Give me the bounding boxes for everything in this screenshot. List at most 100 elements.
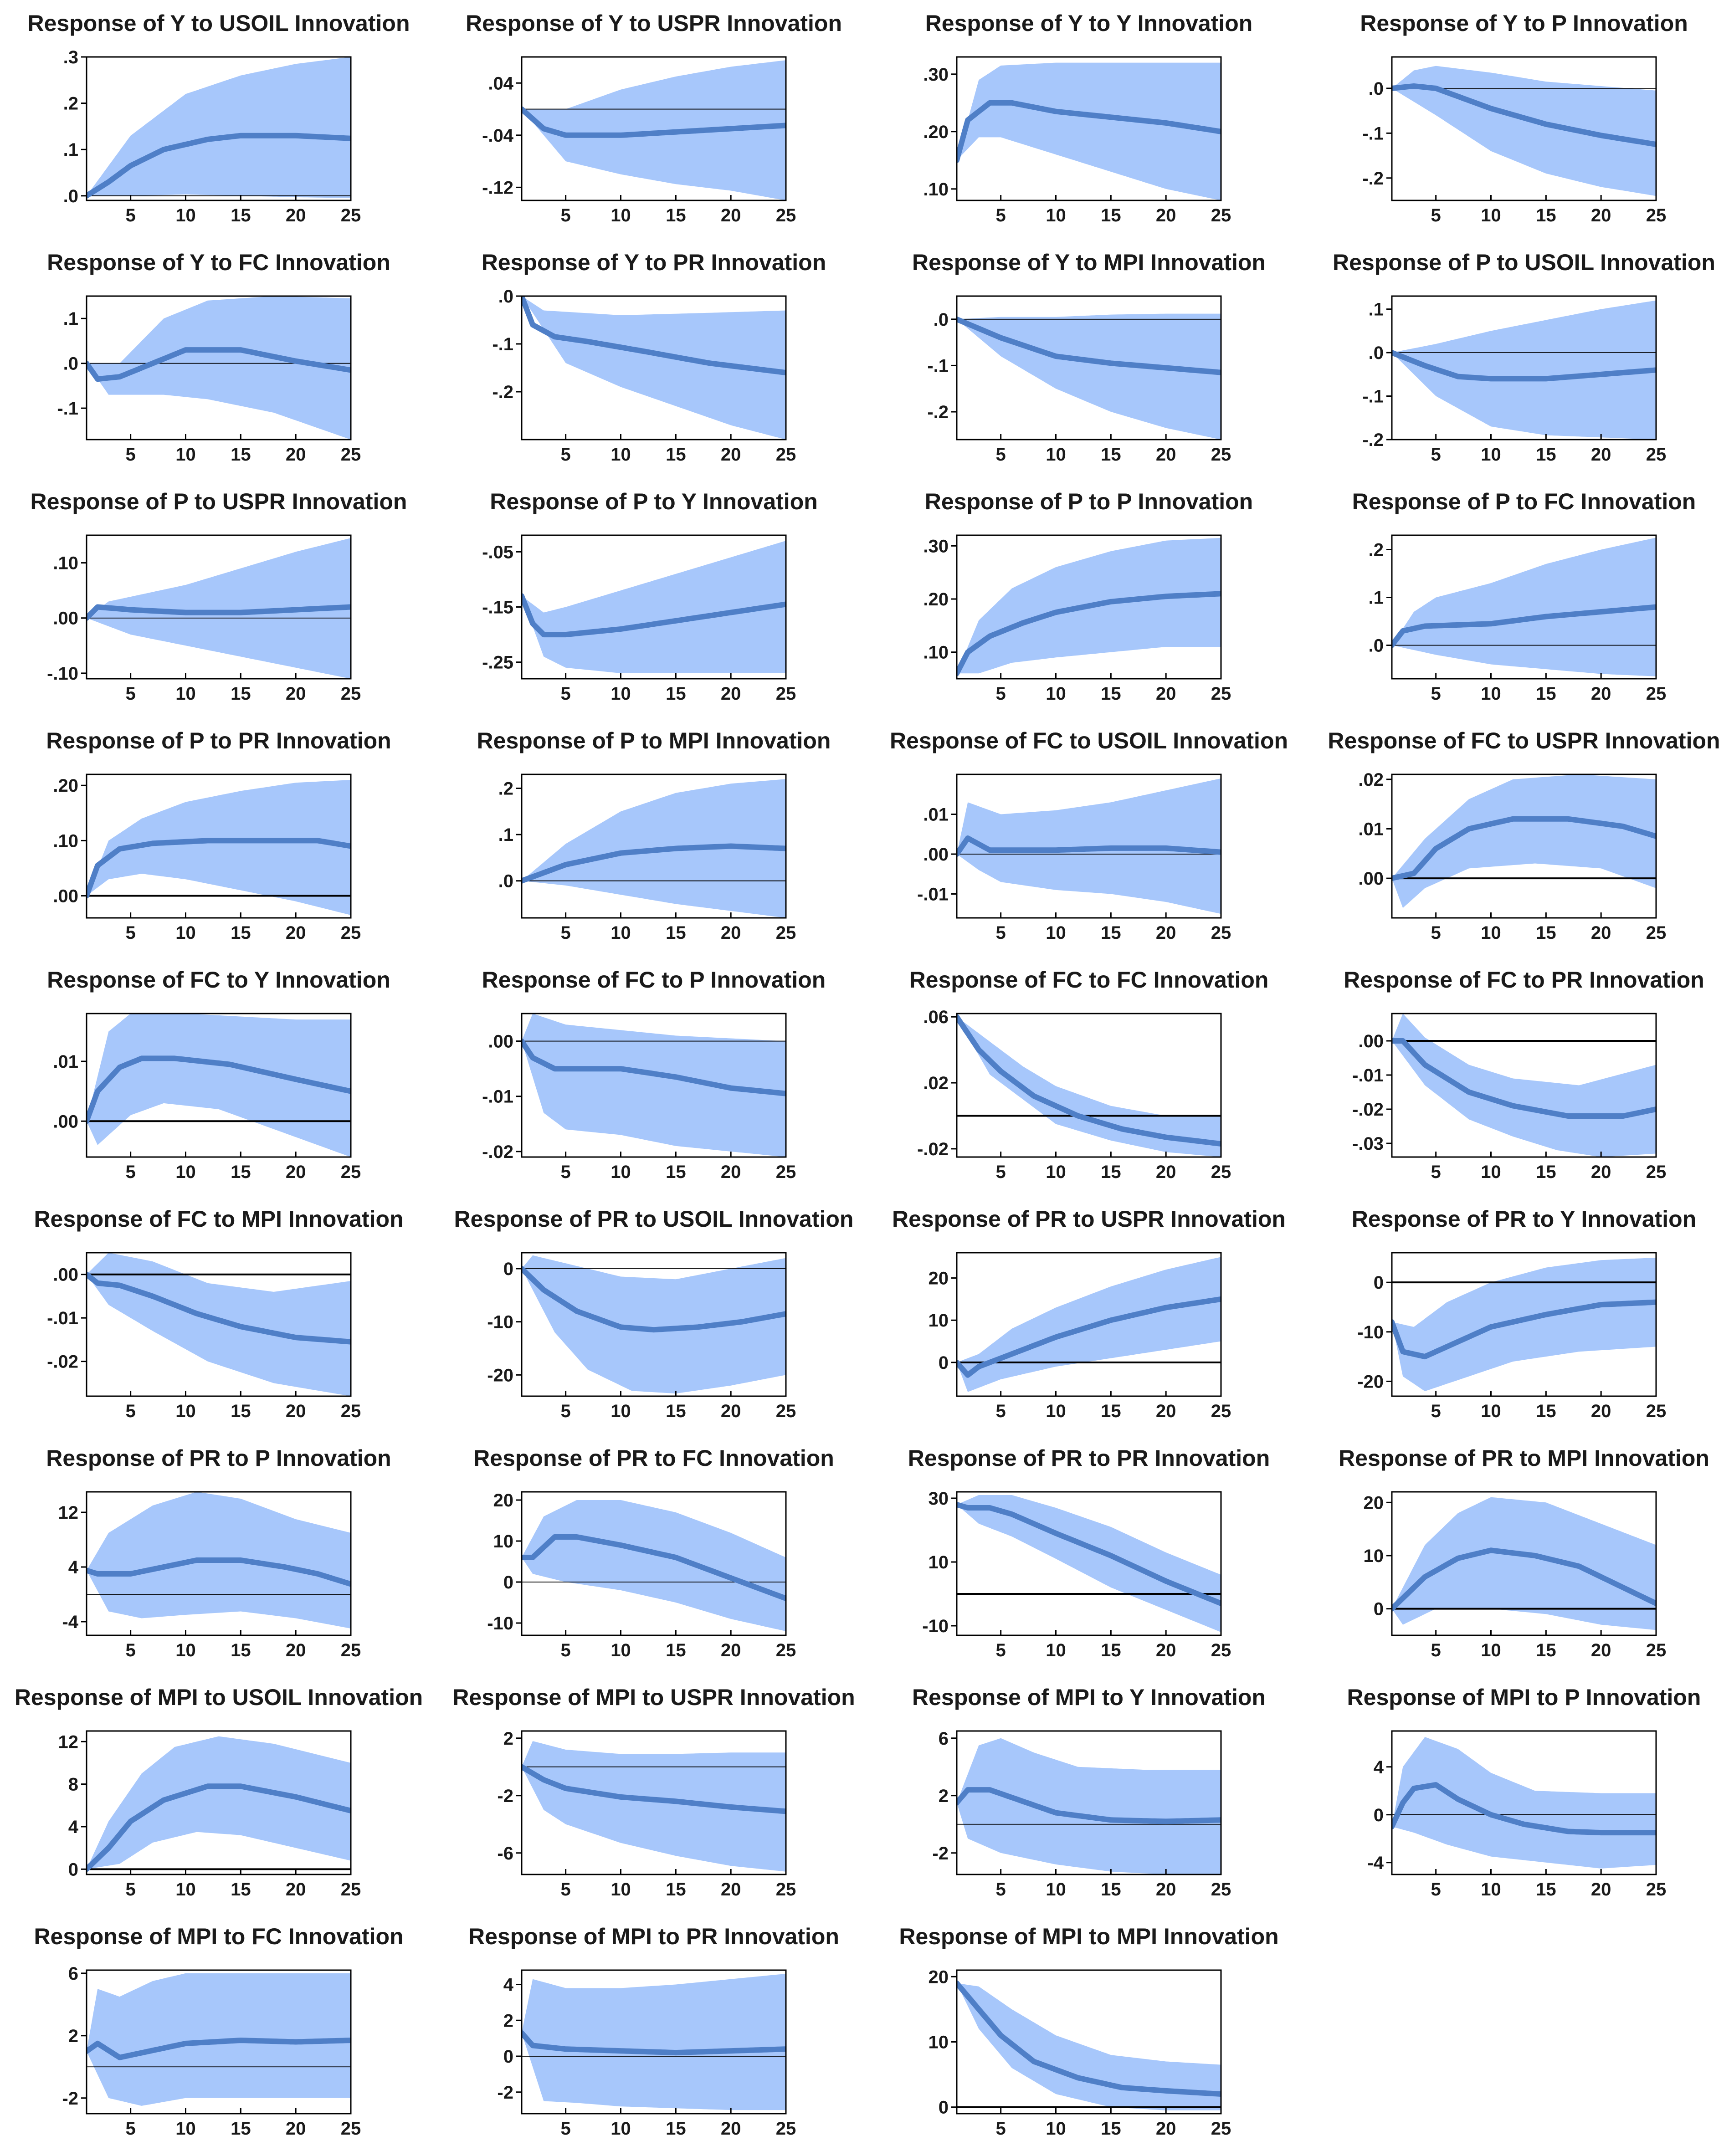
response-line — [1392, 816, 1656, 881]
y-tick-label: 0 — [503, 2047, 513, 2067]
irf-panel: Response of FC to FC Innovation .06 .02 -.0… — [909, 967, 1269, 1182]
x-tick-label: 15 — [1101, 205, 1121, 225]
y-tick-label: .20 — [923, 589, 949, 609]
x-tick-label: 5 — [126, 1879, 136, 1900]
irf-panel: Response of MPI to MPI Innovation 20 10 0 5 1… — [899, 1924, 1278, 2139]
panel-title: Response of PR to P Innovation — [46, 1445, 391, 1471]
confidence-band — [957, 1738, 1221, 1874]
irf-panel: Response of P to PR Innovation .20 .10 .00 5… — [46, 728, 391, 943]
confidence-band — [957, 1983, 1221, 2110]
x-tick-label: 10 — [175, 684, 196, 704]
x-tick-label: 5 — [561, 1879, 571, 1900]
y-tick-label: .10 — [923, 179, 949, 200]
x-tick-label: 20 — [721, 684, 741, 704]
x-tick-label: 10 — [1046, 1879, 1066, 1900]
y-tick-label: -.01 — [917, 885, 949, 905]
x-tick-label: 25 — [1211, 923, 1231, 943]
response-line — [522, 1534, 786, 1601]
x-tick-label: 25 — [776, 1401, 796, 1421]
x-tick-label: 25 — [776, 1640, 796, 1660]
y-tick-label: -.02 — [1352, 1100, 1384, 1120]
plot-frame — [521, 295, 787, 440]
x-tick-label: 5 — [126, 1401, 136, 1421]
x-tick-label: 25 — [341, 923, 361, 943]
x-tick-label: 20 — [1156, 684, 1176, 704]
y-tick-label: 20 — [493, 1490, 514, 1511]
y-tick-label: 0 — [503, 1572, 513, 1593]
x-tick-label: 25 — [776, 1162, 796, 1182]
x-tick-label: 15 — [1101, 1640, 1121, 1660]
y-tick-label: 6 — [939, 1729, 949, 1749]
plot-frame — [1391, 1730, 1657, 1875]
x-tick-label: 5 — [126, 2119, 136, 2139]
y-tick-label: .0 — [63, 186, 78, 206]
plot-frame — [521, 1252, 787, 1397]
x-tick-label: 15 — [1536, 923, 1556, 943]
x-tick-label: 5 — [996, 1640, 1006, 1660]
x-tick-label: 5 — [561, 1640, 571, 1660]
x-tick-label: 20 — [721, 1879, 741, 1900]
panel-title: Response of PR to USPR Innovation — [892, 1206, 1286, 1232]
irf-panel: Response of FC to P Innovation .00 -.01 -.0… — [482, 967, 826, 1182]
irf-panel: Response of P to FC Innovation .2 .1 .0 5 10 1… — [1352, 489, 1696, 704]
y-tick-label: .10 — [53, 831, 78, 851]
x-tick-label: 20 — [286, 1162, 306, 1182]
plot-frame — [956, 1730, 1222, 1875]
x-tick-label: 15 — [231, 1879, 251, 1900]
y-tick-label: 10 — [929, 1311, 949, 1331]
y-tick-label: -.12 — [482, 178, 513, 198]
confidence-band — [957, 313, 1221, 440]
panel-title: Response of Y to USPR Innovation — [466, 10, 842, 36]
x-tick-label: 10 — [1481, 1162, 1501, 1182]
x-tick-label: 10 — [1481, 1879, 1501, 1900]
y-tick-label: 20 — [1364, 1493, 1384, 1513]
confidence-band — [957, 778, 1221, 914]
x-tick-label: 10 — [175, 1879, 196, 1900]
x-tick-label: 10 — [1046, 2119, 1066, 2139]
panel-title: Response of P to MPI Innovation — [477, 728, 831, 753]
x-tick-label: 10 — [1481, 205, 1501, 225]
irf-panel: Response of P to MPI Innovation .2 .1 .0 5 10… — [477, 728, 831, 943]
plot-frame — [956, 56, 1222, 201]
confidence-band — [522, 60, 786, 200]
plot-frame — [956, 1252, 1222, 1397]
x-tick-label: 10 — [1481, 923, 1501, 943]
x-tick-label: 5 — [1431, 445, 1441, 465]
x-tick-label: 20 — [286, 445, 306, 465]
response-line — [87, 1783, 351, 1872]
response-line — [87, 1557, 351, 1587]
y-tick-label: 2 — [939, 1786, 949, 1806]
panel-title: Response of MPI to USPR Innovation — [452, 1685, 855, 1710]
y-tick-label: .2 — [63, 94, 78, 114]
x-tick-label: 25 — [1211, 684, 1231, 704]
response-line — [1392, 1782, 1656, 1836]
x-tick-label: 25 — [1211, 445, 1231, 465]
x-tick-label: 20 — [1591, 445, 1611, 465]
y-tick-label: 4 — [68, 1557, 79, 1577]
response-line — [957, 1980, 1221, 2097]
response-line — [957, 316, 1221, 375]
y-tick-label: 10 — [929, 1552, 949, 1572]
x-tick-label: 25 — [776, 684, 796, 704]
x-tick-label: 5 — [561, 1162, 571, 1182]
y-tick-label: .00 — [53, 886, 78, 906]
x-tick-label: 15 — [1101, 2119, 1121, 2139]
confidence-band — [1392, 538, 1656, 676]
confidence-band — [522, 1014, 786, 1157]
y-tick-label: -.2 — [1362, 169, 1384, 189]
x-tick-label: 15 — [231, 684, 251, 704]
y-tick-label: .01 — [923, 805, 949, 825]
x-tick-label: 5 — [561, 205, 571, 225]
panel-title: Response of PR to Y Innovation — [1352, 1206, 1697, 1232]
y-tick-label: .00 — [53, 1265, 78, 1285]
y-tick-label: .10 — [53, 553, 78, 574]
y-tick-label: .2 — [498, 778, 513, 799]
x-tick-label: 10 — [1046, 1401, 1066, 1421]
panel-title: Response of Y to MPI Innovation — [912, 250, 1266, 275]
y-tick-label: .3 — [63, 47, 78, 67]
plot-frame — [86, 1969, 352, 2115]
plot-frame — [1391, 534, 1657, 680]
response-line — [87, 2038, 351, 2060]
x-tick-label: 10 — [1481, 684, 1501, 704]
x-tick-label: 5 — [1431, 205, 1441, 225]
